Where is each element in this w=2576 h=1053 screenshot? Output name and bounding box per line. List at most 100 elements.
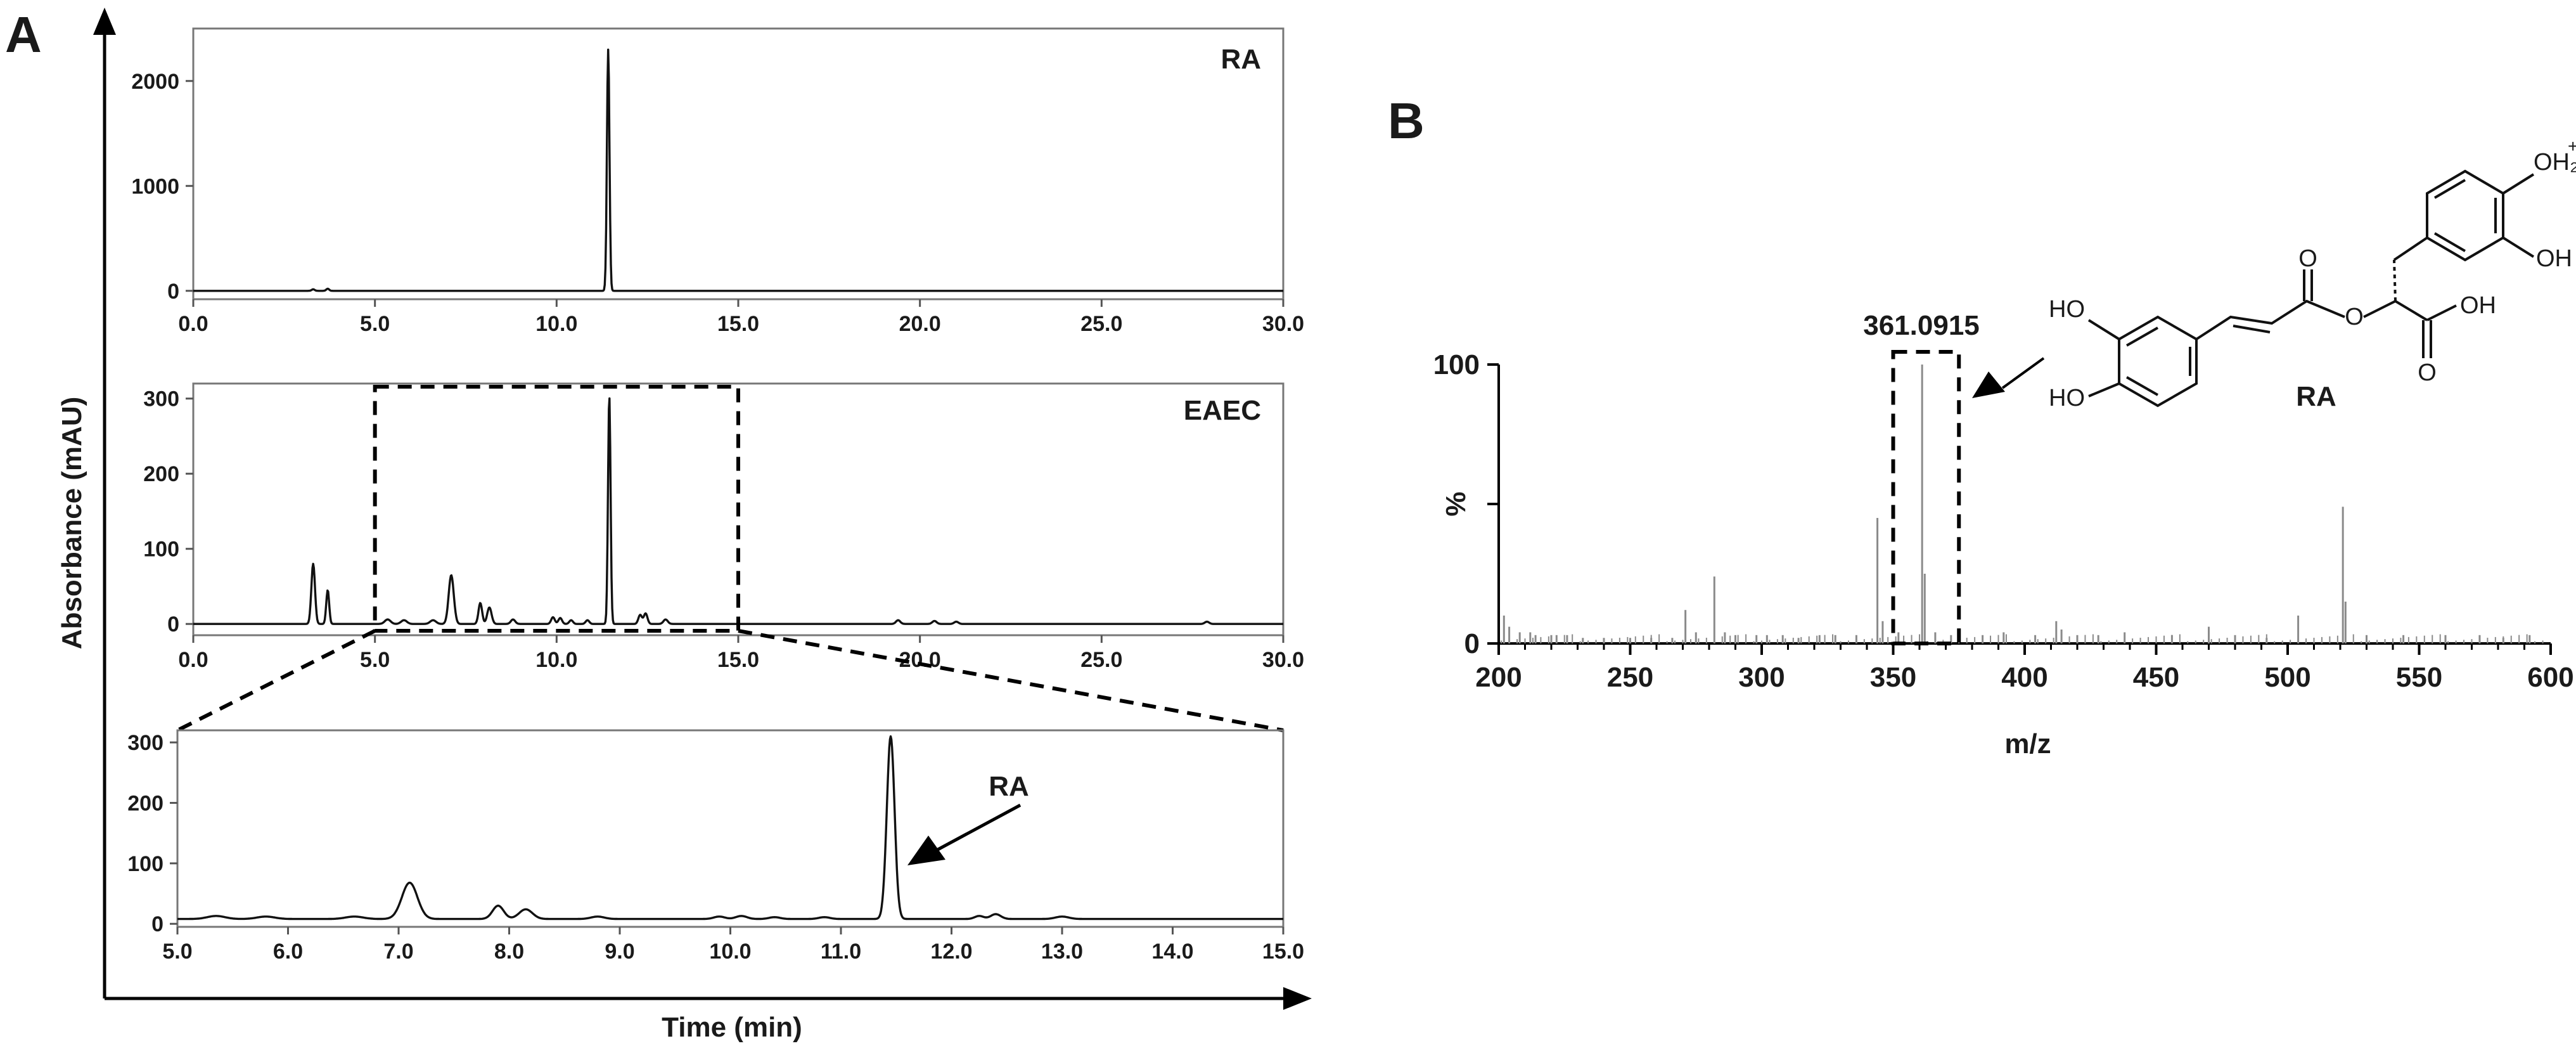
- ra-structure: [2087, 169, 2535, 408]
- y-tick-label: 200: [143, 462, 179, 486]
- chromatogram-ra-frame: [192, 27, 1285, 300]
- ms-peaks: [1501, 365, 2544, 643]
- ms-x-tick-label: 600: [2527, 662, 2573, 693]
- ring-left-double-1: [2126, 326, 2158, 347]
- x-tick-label: 14.0: [1151, 940, 1193, 964]
- ra-peak-arrow: [937, 803, 1022, 851]
- ms-highlight-window: [1891, 350, 1961, 645]
- atom-ho-top: HO: [2049, 296, 2085, 323]
- atom-o-carbonyl-1: O: [2298, 245, 2317, 272]
- ms-ticks: 200 250 300 350 400 450 500 550 600 0 100: [1433, 349, 2574, 693]
- propenoyl-chain: [2195, 299, 2345, 340]
- ms-x-tick-label: 400: [2001, 662, 2047, 693]
- ms-x-tick-label: 250: [1607, 662, 1653, 693]
- catechol-ring-left: [2118, 315, 2198, 408]
- ring-right-double-1: [2433, 179, 2466, 199]
- ring-right-double-3: [2433, 232, 2466, 252]
- acid-bond: [2426, 304, 2457, 321]
- bond-oh-right: [2502, 236, 2535, 258]
- eaec-highlight-window: [373, 385, 740, 633]
- catechol-ring-right: [2426, 169, 2504, 262]
- chromatogram-zoom-ticks: 5.0 6.0 7.0 8.0 9.0 10.0 11.0 12.0 13.0 14.0 15.0 0…: [127, 731, 1304, 964]
- benzyl-bond: [2393, 236, 2428, 261]
- atom-oh2: OH₂: [2534, 149, 2576, 176]
- ms-y-tick-label: 0: [1464, 628, 1480, 659]
- zoom-connector-left: [176, 629, 376, 732]
- x-tick-label: 10.0: [535, 312, 577, 336]
- atom-o-carbonyl-2: O: [2418, 359, 2437, 386]
- x-tick-label: 5.0: [360, 312, 390, 336]
- zoom-connector-right: [738, 629, 1284, 732]
- y-tick-label: 100: [143, 538, 179, 562]
- ms-x-tick-label: 500: [2264, 662, 2310, 693]
- ms-peak-arrowhead: [1972, 371, 2005, 398]
- bond-ho-bottom: [2088, 382, 2120, 397]
- bond-oh2: [2502, 173, 2535, 195]
- chromatogram-eaec-label: EAEC: [1184, 395, 1261, 426]
- y-tick-label: 300: [143, 387, 179, 411]
- ms-x-tick-label: 300: [1738, 662, 1785, 693]
- ra-structure-labels: HO HO O O OH O OH OH₂ + RA: [2049, 136, 2576, 412]
- chromatogram-zoom-trace: [177, 735, 1284, 921]
- chromatogram-ra-ticks: 0.0 5.0 10.0 15.0 20.0 25.0 30.0 0 1000 2000: [131, 70, 1304, 336]
- ester-link: [2363, 299, 2428, 321]
- y-tick-label: 0: [151, 912, 163, 936]
- y-tick-label: 0: [167, 280, 179, 304]
- chromatogram-ra-trace: [193, 48, 1284, 292]
- x-tick-label: 15.0: [717, 312, 759, 336]
- x-tick-label: 0.0: [178, 312, 208, 336]
- mass-spectrum: 200 250 300 350 400 450 500 550 600 0 100 % m/z 36…: [1433, 310, 2574, 759]
- panel-a-y-axis-arrow: [93, 8, 116, 35]
- x-tick-label: 11.0: [821, 940, 861, 964]
- wedge-bond: [2393, 259, 2397, 302]
- y-tick-label: 100: [127, 852, 163, 876]
- atom-oh-right: OH: [2536, 245, 2572, 272]
- ms-x-tick-label: 550: [2396, 662, 2442, 693]
- ms-x-tick-label: 450: [2133, 662, 2179, 693]
- x-tick-label: 20.0: [899, 312, 941, 336]
- x-tick-label: 13.0: [1041, 940, 1083, 964]
- ms-x-tick-label: 350: [1870, 662, 1916, 693]
- y-tick-label: 2000: [131, 70, 179, 94]
- x-tick-label: 5.0: [360, 648, 390, 672]
- x-tick-label: 9.0: [605, 940, 634, 964]
- structure-compound-label: RA: [2296, 381, 2336, 412]
- y-tick-label: 200: [127, 791, 163, 815]
- ms-peak-label: 361.0915: [1863, 310, 1980, 341]
- x-tick-label: 5.0: [162, 940, 192, 964]
- chain-double: [2233, 325, 2271, 333]
- panel-b-letter: B: [1388, 93, 1425, 149]
- ms-y-mid-label: %: [1440, 491, 1471, 516]
- y-tick-label: 1000: [131, 174, 179, 198]
- ring-left-double-3: [2126, 376, 2158, 396]
- atom-oh2-charge: +: [2568, 136, 2576, 156]
- chromatogram-zoom-frame: [176, 729, 1285, 928]
- panel-a-letter: A: [5, 6, 42, 63]
- chromatogram-ra-standard: 0.0 5.0 10.0 15.0 20.0 25.0 30.0 0 1000 2000 RA: [131, 27, 1304, 336]
- x-tick-label: 10.0: [535, 648, 577, 672]
- x-tick-label: 6.0: [273, 940, 303, 964]
- atom-ho-bottom: HO: [2049, 385, 2085, 411]
- x-axis-label: Time (min): [662, 1012, 802, 1043]
- atom-o-ester: O: [2345, 304, 2364, 330]
- x-tick-label: 25.0: [1080, 648, 1122, 672]
- ra-peak-annotation: RA: [989, 771, 1029, 802]
- ms-x-label: m/z: [2004, 728, 2051, 759]
- x-tick-label: 10.0: [709, 940, 751, 964]
- x-tick-label: 25.0: [1080, 312, 1122, 336]
- y-tick-label: 300: [127, 731, 163, 755]
- chromatogram-ra-label: RA: [1221, 44, 1261, 75]
- x-tick-label: 12.0: [930, 940, 972, 964]
- bond-ho-top: [2087, 319, 2120, 340]
- x-tick-label: 8.0: [494, 940, 524, 964]
- x-tick-label: 30.0: [1262, 312, 1304, 336]
- y-axis-label: Absorbance (mAU): [56, 397, 87, 650]
- ms-peak-arrow: [2001, 357, 2045, 389]
- ms-y-tick-label: 100: [1433, 349, 1480, 380]
- x-tick-label: 30.0: [1262, 648, 1304, 672]
- ra-peak-arrowhead: [907, 836, 945, 865]
- x-tick-label: 0.0: [178, 648, 208, 672]
